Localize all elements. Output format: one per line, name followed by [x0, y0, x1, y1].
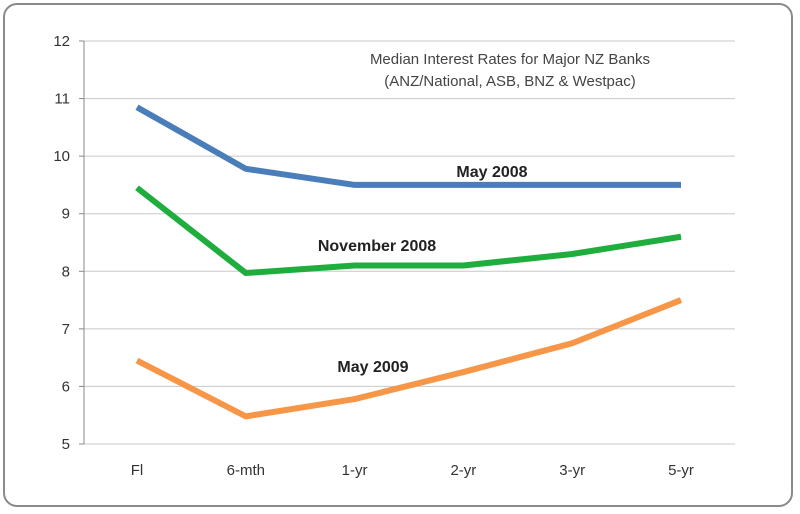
y-tick-label: 11: [54, 91, 70, 108]
series-line-may-2008: [135, 104, 681, 188]
y-tick-label: 7: [62, 321, 70, 338]
series-line-may-2009: [135, 297, 683, 420]
y-tick-label: 5: [62, 436, 70, 453]
chart-subtitle: (ANZ/National, ASB, BNZ & Westpac): [384, 73, 635, 90]
y-tick-label: 10: [53, 148, 70, 165]
y-tick-label: 6: [62, 378, 70, 395]
y-tick-label: 12: [53, 33, 70, 50]
x-tick-label: Fl: [131, 462, 144, 479]
series-line-november-2008: [135, 185, 682, 277]
y-tick-label: 9: [62, 206, 70, 223]
chart-frame: [3, 3, 793, 507]
x-tick-label: 5-yr: [668, 462, 694, 479]
x-tick-label: 3-yr: [559, 462, 585, 479]
series-label-may-2009: May 2009: [337, 359, 408, 376]
y-tick-label: 8: [62, 263, 70, 280]
series-label-may-2008: May 2008: [456, 164, 527, 181]
chart-title: Median Interest Rates for Major NZ Banks: [370, 51, 650, 68]
x-tick-label: 2-yr: [450, 462, 476, 479]
x-tick-label: 6-mth: [227, 462, 265, 479]
x-tick-label: 1-yr: [342, 462, 368, 479]
series-label-november-2008: November 2008: [318, 238, 436, 255]
